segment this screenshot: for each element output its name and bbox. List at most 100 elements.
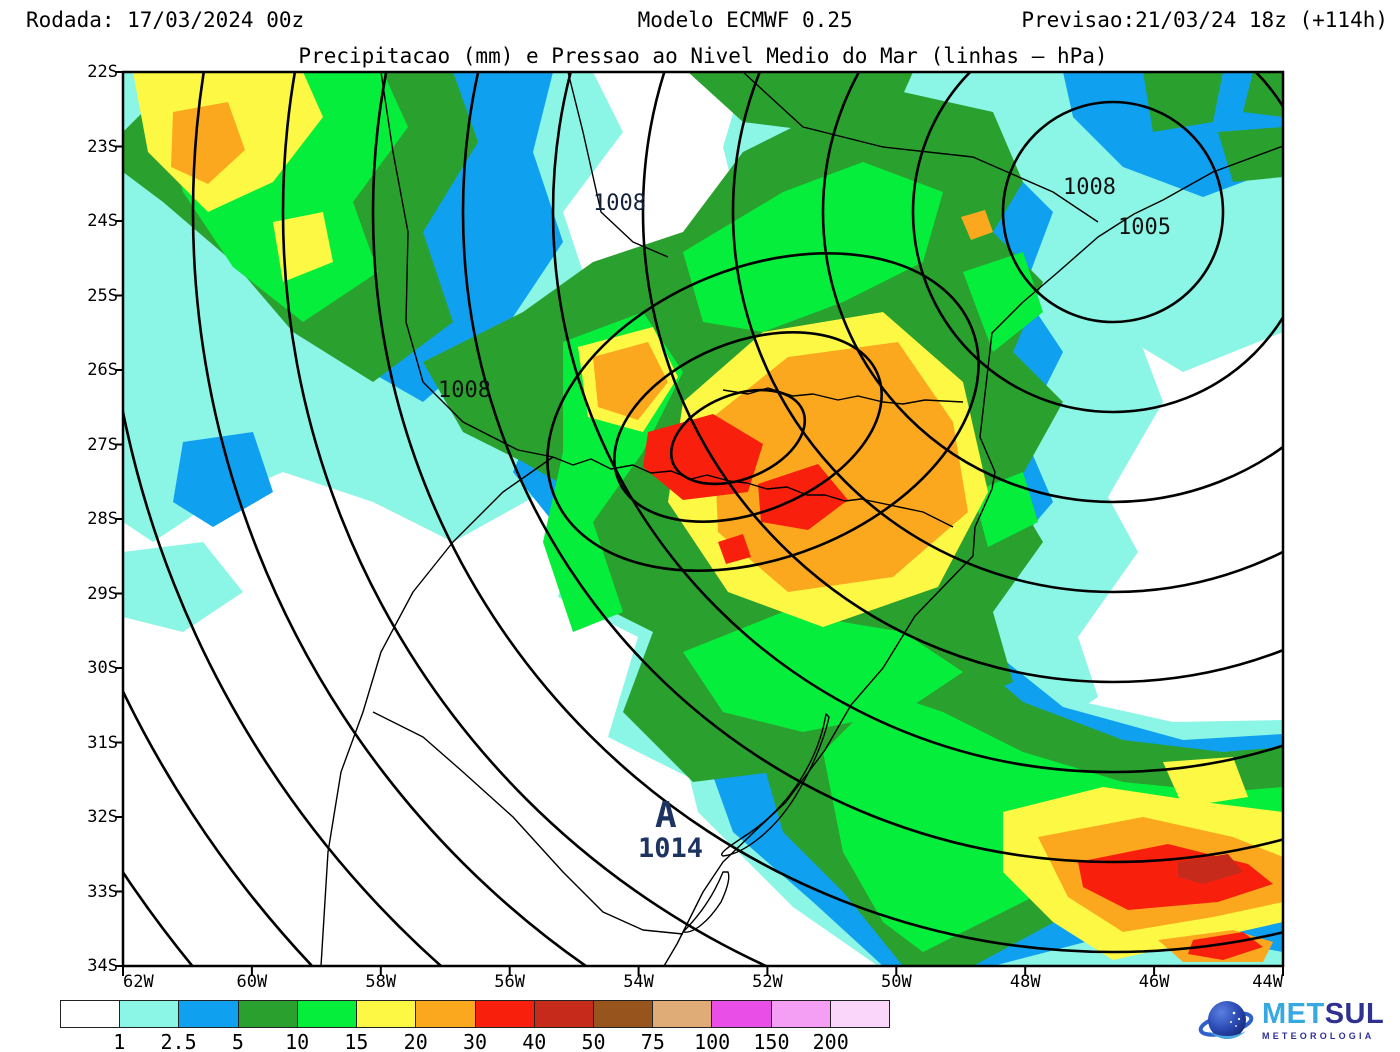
lat-tick-label: 33S <box>87 881 118 902</box>
legend-swatch <box>238 1001 298 1027</box>
legend-swatch <box>712 1001 772 1027</box>
isobar <box>1001 100 1225 324</box>
isobar-closed-low <box>546 252 980 572</box>
legend-threshold-label: 100 <box>694 1030 731 1052</box>
river-paraguay <box>380 72 554 458</box>
lat-tick-label: 27S <box>87 434 118 455</box>
legend-swatch <box>416 1001 476 1027</box>
legend-swatch <box>534 1001 594 1027</box>
lon-tick-label: 48W <box>1009 972 1041 992</box>
lon-tick-label: 58W <box>365 972 397 992</box>
legend-threshold-label: 20 <box>403 1030 428 1052</box>
lat-tick-label: 31S <box>87 732 118 753</box>
precip-region <box>1188 932 1263 960</box>
legend-threshold-label: 5 <box>231 1030 244 1052</box>
isobar <box>821 72 1283 504</box>
metsul-logo: METSUL METEOROLOGIA <box>1198 990 1398 1050</box>
precipitation-pressure-map: 1008 1008 1008 1005 A 1014 <box>115 70 1285 976</box>
isobar <box>371 72 1283 954</box>
lat-tick-label: 25S <box>87 285 118 306</box>
lat-tick-label: 28S <box>87 509 118 529</box>
lon-ticks <box>122 966 1284 976</box>
model-name: Modelo ECMWF 0.25 <box>637 8 853 32</box>
isobar <box>191 72 589 966</box>
logo-sul: SUL <box>1324 997 1385 1030</box>
isobar-label: 1005 <box>1118 215 1171 240</box>
border-sp-pr <box>742 72 1099 223</box>
precip-region <box>963 252 1043 547</box>
latitude-axis: 22S 23S 24S 25S 26S 27S 28S 29S 30S 31S 32S 33S 34S <box>40 0 118 1052</box>
isobar <box>641 72 1283 684</box>
isobar <box>461 72 1283 864</box>
legend-threshold-label: 1 <box>113 1030 126 1052</box>
lat-tick-label: 24S <box>87 211 118 231</box>
legend-swatch <box>357 1001 417 1027</box>
lat-tick-label: 32S <box>87 807 118 827</box>
logo-met: MET <box>1262 997 1325 1030</box>
border-rs-sc <box>552 456 954 528</box>
logo-subtitle: METEOROLOGIA <box>1262 1030 1375 1041</box>
map-title: Precipitacao (mm) e Pressao ao Nivel Med… <box>298 44 1108 68</box>
legend-swatch <box>771 1001 831 1027</box>
precip-region <box>173 432 273 527</box>
isobar-label: 1008 <box>1063 175 1116 200</box>
metsul-logo-text: METSUL METEOROLOGIA <box>1262 997 1385 1041</box>
precip-region <box>273 212 333 282</box>
isobar-label: 1008 <box>593 191 646 216</box>
precip-region <box>593 342 668 420</box>
lagoon-patos <box>721 713 830 857</box>
precip-region <box>1163 757 1248 807</box>
precip-region <box>1143 72 1283 182</box>
precip-region <box>643 414 763 500</box>
isobar-closed-low <box>669 388 807 486</box>
lon-tick-label: 46W <box>1138 972 1170 992</box>
legend-swatch <box>120 1001 180 1027</box>
legend-swatch <box>61 1001 121 1027</box>
river-uruguay <box>320 456 554 966</box>
precip-region <box>718 534 751 564</box>
legend-swatch <box>475 1001 535 1027</box>
precip-region <box>961 210 993 240</box>
precip-region <box>1178 854 1243 884</box>
legend-swatch <box>179 1001 239 1027</box>
lat-tick-label: 22S <box>87 62 118 82</box>
precipitation-legend <box>60 1000 890 1028</box>
lon-tick-label: 52W <box>752 972 783 992</box>
lat-tick-label: 34S <box>87 956 118 976</box>
map-border <box>121 70 1285 968</box>
legend-threshold-label: 30 <box>462 1030 488 1052</box>
high-pressure-value: 1014 <box>638 833 703 864</box>
lagoon-mirim <box>682 871 730 933</box>
lat-tick-label: 26S <box>87 360 118 380</box>
lat-tick-label: 23S <box>87 136 118 157</box>
isobar-label: 1008 <box>438 378 491 403</box>
precipitation-legend-labels: 1 2.5 5 10 15 20 30 40 50 75 100 150 200 <box>60 1030 890 1052</box>
border-pr-sc <box>722 387 964 405</box>
isobar <box>281 72 770 966</box>
precip-layer-darkred <box>1178 854 1243 884</box>
lat-ticks <box>115 71 123 967</box>
lon-tick-label: 54W <box>623 972 654 992</box>
forecast-valid-time: Previsao:21/03/24 18z (+114h) <box>1021 8 1388 32</box>
legend-threshold-label: 10 <box>285 1030 310 1052</box>
isobar <box>911 72 1283 414</box>
legend-threshold-label: 150 <box>753 1030 790 1052</box>
legend-threshold-label: 200 <box>812 1030 849 1052</box>
high-pressure-symbol: A <box>655 795 677 836</box>
lon-tick-label: 56W <box>494 972 526 992</box>
legend-swatch <box>830 1001 890 1027</box>
isobar <box>551 72 1283 774</box>
lat-tick-label: 29S <box>87 583 118 604</box>
coastline <box>663 145 1283 966</box>
lon-tick-label: 50W <box>880 972 912 992</box>
legend-swatch <box>593 1001 654 1027</box>
precip-region <box>683 162 943 332</box>
legend-swatch <box>297 1001 358 1027</box>
isobar-closed-low <box>613 331 883 523</box>
lat-tick-label: 30S <box>87 658 118 678</box>
lon-tick-label: 62W <box>123 972 154 992</box>
legend-threshold-label: 40 <box>522 1030 547 1052</box>
isobar <box>731 72 1283 594</box>
